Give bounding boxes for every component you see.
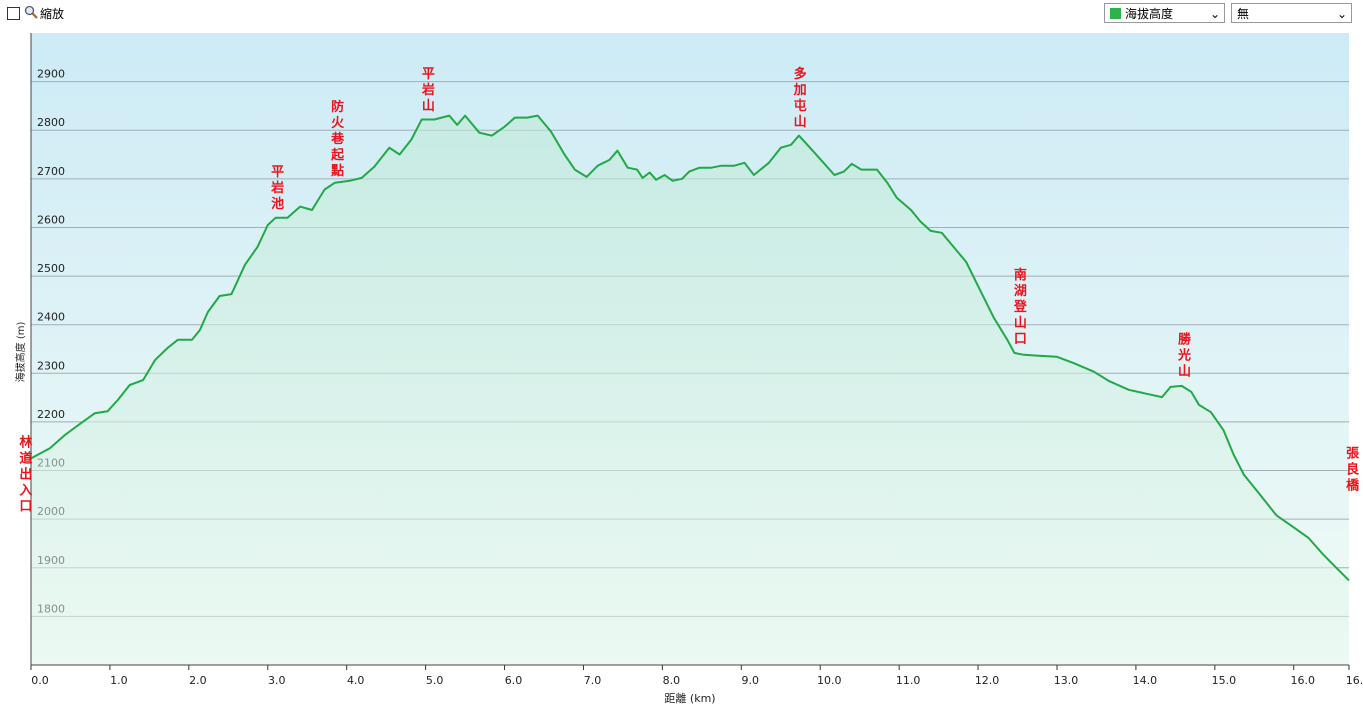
annotation: 平岩池 bbox=[268, 165, 285, 213]
y-tick-label: 1900 bbox=[37, 554, 65, 567]
x-tick-label: 10.0 bbox=[817, 674, 842, 687]
annotation: 防火巷起點 bbox=[328, 99, 345, 180]
annotation: 林道出入口 bbox=[16, 434, 32, 515]
annotation: 平岩山 bbox=[419, 67, 436, 115]
y-tick-label: 2900 bbox=[37, 68, 65, 81]
x-tick-label: 8.0 bbox=[663, 674, 681, 687]
area-fill bbox=[31, 115, 1349, 666]
secondary-select[interactable]: 無 ⌄ bbox=[1231, 3, 1352, 23]
x-tick-label: 1.0 bbox=[110, 674, 128, 687]
x-tick-label: 13.0 bbox=[1054, 674, 1079, 687]
x-tick-label: 9.0 bbox=[742, 674, 760, 687]
y-tick-label: 2500 bbox=[37, 262, 65, 275]
zoom-label[interactable]: 縮放 bbox=[40, 7, 65, 21]
y-tick-label: 2600 bbox=[37, 213, 65, 226]
annotation: 勝光山 bbox=[1175, 331, 1192, 380]
y-tick-label: 2400 bbox=[37, 311, 65, 324]
y-tick-label: 2800 bbox=[37, 116, 65, 129]
x-axis-label: 距離 (km) bbox=[664, 691, 715, 705]
x-tick-label: 5.0 bbox=[426, 674, 444, 687]
x-tick-label: 14.0 bbox=[1133, 674, 1158, 687]
x-tick-label: 4.0 bbox=[347, 674, 365, 687]
annotation: 張良橋 bbox=[1343, 446, 1359, 494]
x-tick-label: 2.0 bbox=[189, 674, 207, 687]
x-tick-label: 3.0 bbox=[268, 674, 286, 687]
y-tick-label: 2000 bbox=[37, 505, 65, 518]
y-tick-label: 2300 bbox=[37, 359, 65, 372]
zoom-checkbox[interactable] bbox=[7, 7, 20, 20]
metric-select-text: 海拔高度 bbox=[1125, 7, 1174, 21]
x-tick-label: 6.0 bbox=[505, 674, 523, 687]
x-tick-label: 7.0 bbox=[584, 674, 602, 687]
annotation: 南湖登山口 bbox=[1011, 267, 1028, 348]
x-tick-label: 16.7 bbox=[1346, 674, 1363, 687]
y-tick-label: 2700 bbox=[37, 165, 65, 178]
zoom-icon bbox=[24, 5, 38, 19]
x-tick-label: 15.0 bbox=[1212, 674, 1237, 687]
y-tick-label: 1800 bbox=[37, 602, 65, 615]
y-axis-label: 海拔高度 (m) bbox=[14, 322, 27, 383]
secondary-select-text: 無 bbox=[1237, 7, 1250, 21]
y-tick-label: 2200 bbox=[37, 408, 65, 421]
annotation: 多加屯山 bbox=[791, 66, 808, 131]
elevation-line bbox=[30, 114, 1350, 582]
plot-background bbox=[31, 33, 1349, 665]
x-tick-label: 12.0 bbox=[975, 674, 1000, 687]
y-tick-label: 2100 bbox=[37, 457, 65, 470]
x-tick-label: 11.0 bbox=[896, 674, 921, 687]
toolbar: 縮放 海拔高度 ⌄ 無 ⌄ bbox=[0, 0, 1363, 30]
x-tick-label: 0.0 bbox=[31, 674, 49, 687]
metric-select[interactable]: 海拔高度 ⌄ bbox=[1104, 3, 1225, 23]
x-tick-label: 16.0 bbox=[1291, 674, 1316, 687]
